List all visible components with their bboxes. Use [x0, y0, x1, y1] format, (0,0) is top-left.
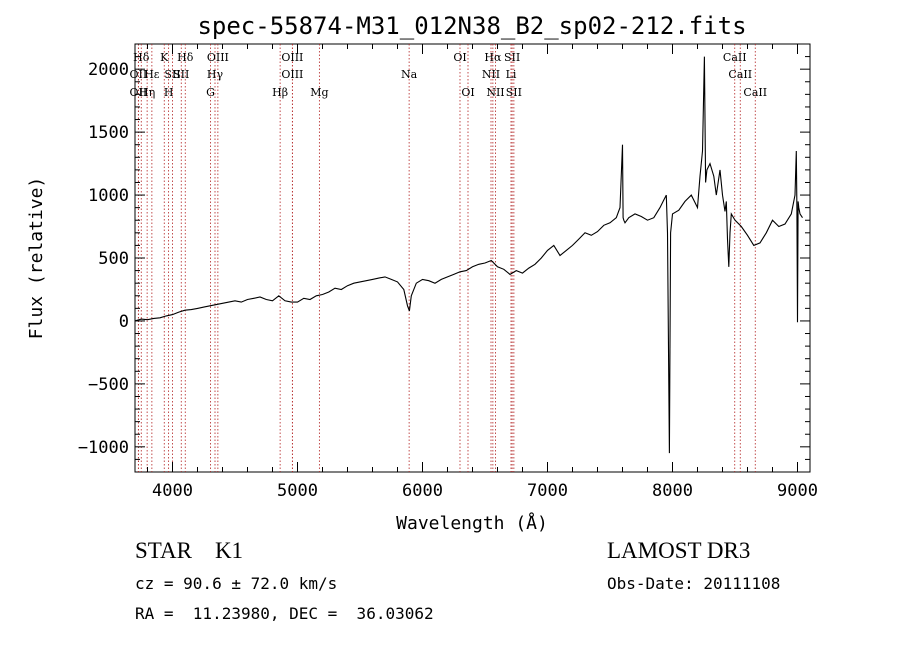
line-label-17: Na — [401, 68, 418, 81]
line-label-18: OI — [453, 51, 466, 64]
x-tick-label-4: 8000 — [652, 481, 693, 501]
line-label-20: Hα — [484, 51, 502, 64]
line-label-9: SII — [173, 68, 189, 81]
line-label-12: G — [206, 86, 215, 99]
x-tick-label-5: 9000 — [777, 481, 818, 501]
line-label-1: OII — [130, 68, 148, 81]
y-tick-label-5: 1500 — [88, 123, 129, 143]
y-axis-label: Flux (relative) — [26, 177, 47, 340]
x-tick-label-2: 6000 — [402, 481, 443, 501]
observation-date: Obs-Date: 20111108 — [607, 574, 781, 593]
sky-coordinates: RA = 11.23980, DEC = 36.03062 — [135, 604, 434, 623]
flux-series-line — [134, 56, 803, 454]
y-tick-label-0: −1000 — [78, 438, 129, 458]
x-tick-label-0: 4000 — [152, 481, 193, 501]
line-label-13: OIII — [281, 51, 303, 64]
y-tick-label-2: 0 — [119, 312, 129, 332]
object-class: STAR K1 — [135, 538, 244, 563]
redshift-velocity: cz = 90.6 ± 72.0 km/s — [135, 574, 338, 593]
line-label-14: OIII — [281, 68, 303, 81]
line-label-15: Hβ — [272, 86, 288, 99]
y-tick-label-3: 500 — [98, 249, 129, 269]
line-label-25: SII — [506, 86, 522, 99]
line-label-4: Hη — [139, 86, 155, 99]
y-axis: −1000 −500 0 500 1000 1500 2000 — [78, 43, 810, 460]
line-label-2: OII — [130, 86, 148, 99]
line-label-23: SII — [504, 51, 520, 64]
y-tick-label-6: 2000 — [88, 60, 129, 80]
line-label-24: Li — [506, 68, 517, 81]
plot-frame — [134, 43, 811, 473]
line-label-3: Hε — [144, 68, 160, 81]
spectral-line-markers — [137, 44, 756, 472]
line-label-22: NII — [486, 86, 504, 99]
y-tick-label-1: −500 — [88, 375, 129, 395]
line-label-19: OI — [461, 86, 474, 99]
x-tick-label-3: 7000 — [527, 481, 568, 501]
line-label-6: H — [164, 86, 174, 99]
x-axis-label: Wavelength (Å) — [396, 512, 548, 534]
line-label-16: Mg — [310, 86, 328, 99]
y-tick-label-4: 1000 — [88, 186, 129, 206]
x-axis: 4000 5000 6000 7000 8000 9000 — [147, 44, 818, 501]
line-label-28: CaII — [743, 86, 767, 99]
x-tick-label-1: 5000 — [277, 481, 318, 501]
survey-name: LAMOST DR3 — [607, 538, 751, 563]
line-label-21: NII — [482, 68, 500, 81]
line-label-8: Hδ — [177, 51, 194, 64]
line-label-11: Hγ — [207, 68, 224, 81]
line-label-5: K — [160, 51, 169, 64]
line-label-26: CaII — [723, 51, 747, 64]
line-label-0: Hδ — [133, 51, 150, 64]
line-label-7: SII — [164, 68, 180, 81]
line-label-27: CaII — [728, 68, 752, 81]
line-label-10: OIII — [207, 51, 229, 64]
chart-title: spec-55874-M31_012N38_B2_sp02-212.fits — [197, 12, 746, 40]
spectrum-chart: spec-55874-M31_012N38_B2_sp02-212.fits H… — [26, 12, 818, 534]
